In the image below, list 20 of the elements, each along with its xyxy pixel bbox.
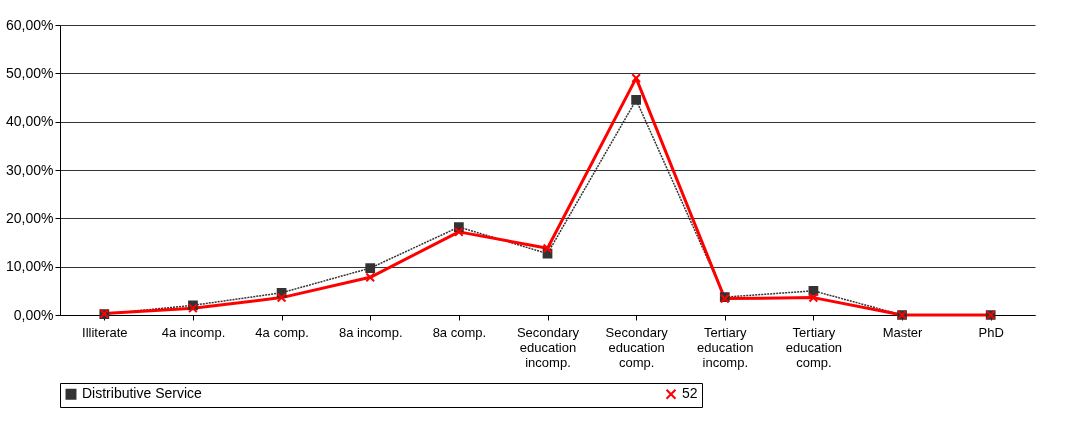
x-tick-label: Illiterate: [82, 324, 128, 340]
y-tick-label: 40,00%: [6, 113, 54, 130]
y-tick-label: 60,00%: [6, 16, 54, 33]
y-tick-label: 50,00%: [6, 64, 54, 81]
x-tick-label: Master: [882, 324, 924, 340]
x-tick-label: 8a comp.: [432, 324, 487, 340]
y-tick-label: 20,00%: [6, 209, 54, 226]
x-tick-label: Tertiary education comp.: [785, 324, 843, 370]
x-tick-label: 8a incomp.: [338, 324, 403, 340]
x-tick-label: Secondary education comp.: [605, 324, 669, 370]
x-tick-label: Secondary education incomp.: [516, 324, 580, 370]
x-tick-label: 4a incomp.: [161, 324, 226, 340]
legend-label: Distributive Service: [82, 385, 203, 402]
y-tick-label: 30,00%: [6, 161, 54, 178]
x-tick-label: Tertiary education incomp.: [697, 324, 754, 370]
y-tick-label: 10,00%: [6, 258, 54, 275]
x-tick-label: PhD: [978, 324, 1004, 340]
y-tick-label: 0,00%: [13, 306, 54, 323]
x-tick-label: 4a comp.: [255, 324, 309, 340]
legend-label: 52: [682, 385, 698, 402]
